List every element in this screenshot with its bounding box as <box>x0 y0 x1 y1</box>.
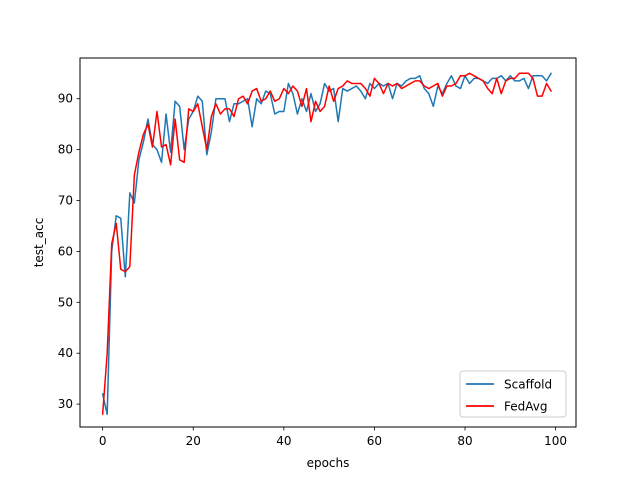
x-tick-label: 60 <box>367 434 382 448</box>
y-tick-label: 30 <box>58 397 73 411</box>
x-tick-label: 40 <box>276 434 291 448</box>
y-tick-label: 80 <box>58 143 73 157</box>
y-axis-label: test_acc <box>32 218 46 268</box>
y-tick-label: 50 <box>58 295 73 309</box>
x-tick-label: 80 <box>457 434 472 448</box>
series-line-scaffold <box>101 72 552 416</box>
series-line-fedavg <box>101 72 552 416</box>
y-tick-label: 70 <box>58 194 73 208</box>
plot-frame <box>79 57 577 428</box>
legend: Scaffold FedAvg <box>459 370 567 418</box>
x-tick-label: 0 <box>99 434 107 448</box>
x-axis-label: epochs <box>307 456 350 470</box>
y-tick-label: 90 <box>58 92 73 106</box>
y-tick-label: 40 <box>58 346 73 360</box>
legend-label-fedavg: FedAvg <box>504 400 547 414</box>
x-axis-ticks: 0 20 40 60 80 100 <box>99 427 567 448</box>
x-tick-label: 100 <box>544 434 567 448</box>
series-layer <box>101 72 552 416</box>
y-tick-label: 60 <box>58 244 73 258</box>
x-tick-label: 20 <box>186 434 201 448</box>
legend-label-scaffold: Scaffold <box>504 378 552 392</box>
y-axis-ticks: 30 40 50 60 70 80 90 <box>58 92 80 411</box>
